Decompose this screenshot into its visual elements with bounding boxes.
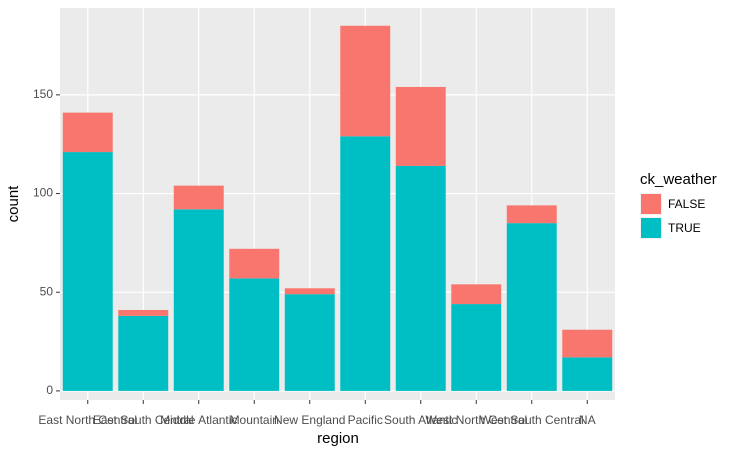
bar: [451, 304, 502, 391]
bar: [173, 209, 224, 391]
bar: [340, 25, 391, 137]
bar: [229, 248, 280, 279]
bar: [340, 136, 391, 391]
bar: [62, 112, 113, 153]
y-tick-label: 150: [33, 87, 53, 101]
y-axis-title: count: [5, 185, 22, 223]
bar: [395, 165, 446, 391]
legend-swatch: [641, 194, 661, 214]
bar: [284, 294, 335, 391]
y-tick-label: 100: [33, 186, 53, 200]
x-tick-label: Middle Atlantic: [160, 413, 237, 427]
legend-swatch: [641, 218, 661, 238]
bar: [562, 329, 613, 358]
y-tick-label: 0: [46, 383, 53, 397]
bar: [229, 278, 280, 391]
bar: [118, 309, 169, 316]
bar: [284, 288, 335, 295]
legend-label: FALSE: [668, 197, 705, 211]
bar: [173, 185, 224, 210]
bar: [118, 315, 169, 391]
bar: [395, 86, 446, 166]
x-tick-label: East North Central: [38, 413, 137, 427]
y-tick-label: 50: [40, 284, 54, 298]
x-axis-title: region: [317, 430, 359, 447]
legend-title: ck_weather: [640, 171, 717, 188]
x-tick-label: South Atlantic: [384, 413, 457, 427]
x-tick-label: East South Central: [93, 413, 194, 427]
bar: [506, 223, 557, 391]
x-tick-label: Pacific: [348, 413, 383, 427]
legend-label: TRUE: [668, 221, 701, 235]
x-tick-label: NA: [579, 413, 596, 427]
bar: [451, 284, 502, 305]
bar: [62, 152, 113, 391]
bar: [506, 205, 557, 224]
x-tick-label: West South Central: [480, 413, 584, 427]
x-tick-label: Mountain: [230, 413, 279, 427]
x-tick-label: West North Central: [425, 413, 527, 427]
x-tick-label: New England: [274, 413, 345, 427]
bar: [562, 357, 613, 391]
